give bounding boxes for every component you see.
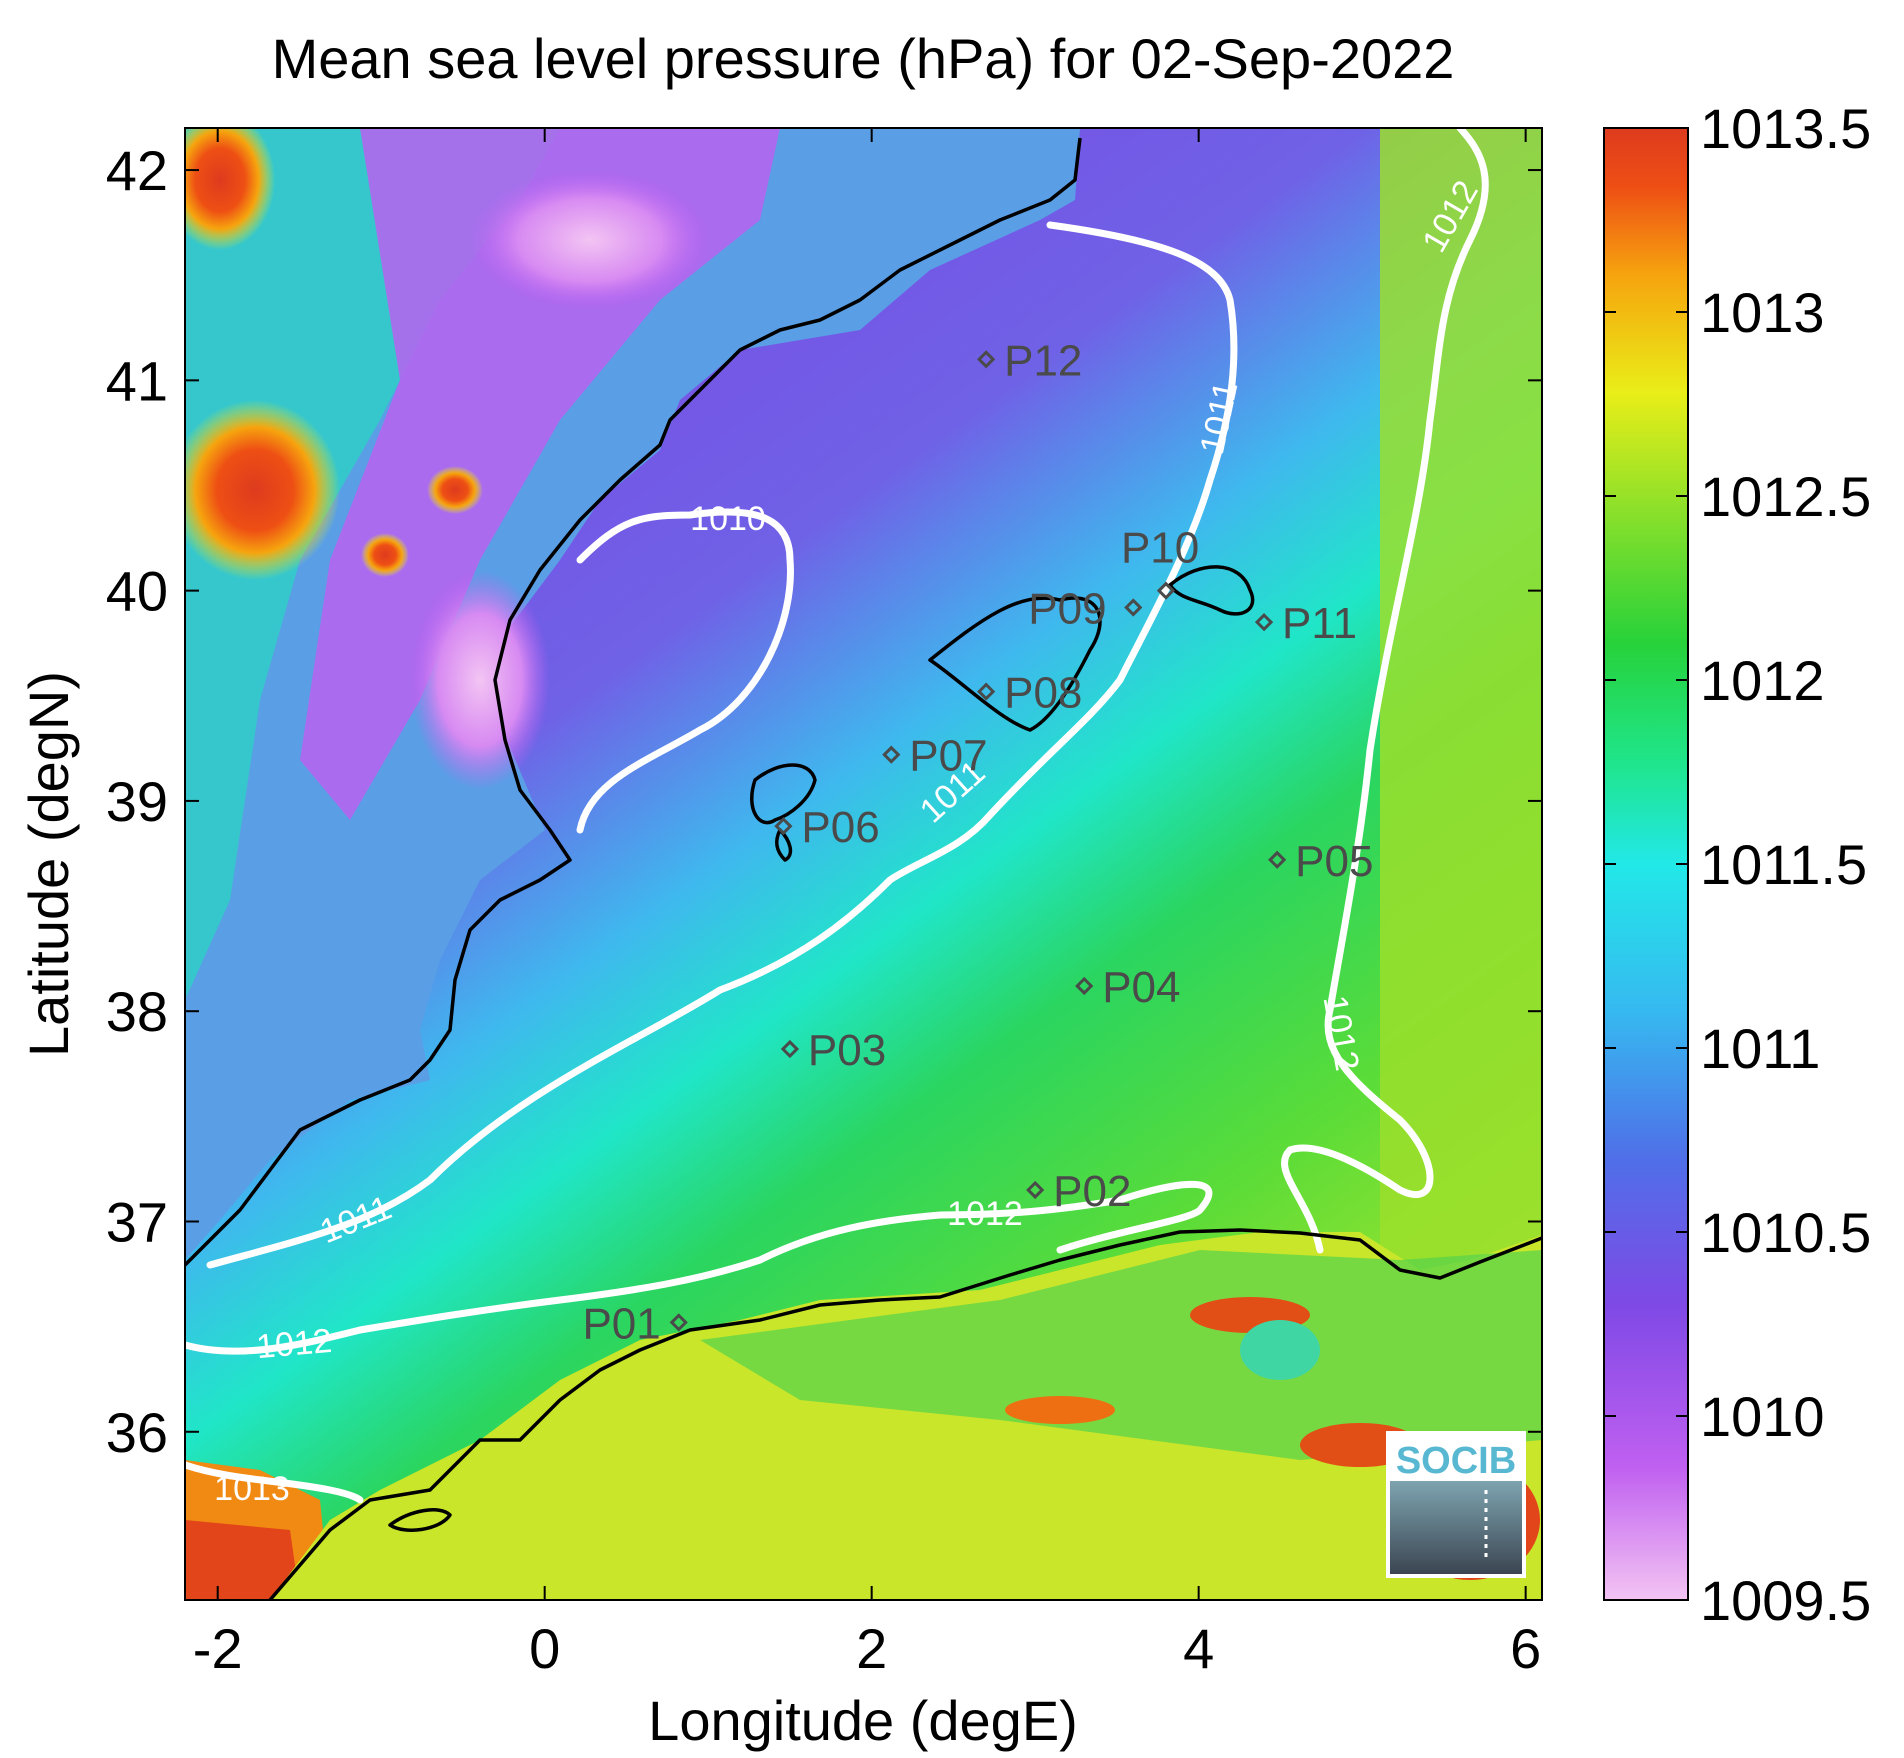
y-tick-label: 42 bbox=[106, 139, 168, 202]
menorca-coastline bbox=[1168, 565, 1255, 616]
logo-header bbox=[1390, 1435, 1522, 1481]
hot-spot-northwest bbox=[185, 128, 275, 250]
y-axis: 36 37 38 39 40 41 42 bbox=[106, 139, 1542, 1464]
colorbar-tick-label: 1011 bbox=[1700, 1017, 1820, 1080]
colorbar-tick-label: 1013 bbox=[1700, 281, 1825, 344]
x-axis: -2 0 2 4 6 bbox=[193, 128, 1541, 1680]
station-label: P07 bbox=[909, 732, 987, 781]
colorbar-tick-label: 1010.5 bbox=[1700, 1201, 1871, 1264]
station-label: P02 bbox=[1053, 1167, 1131, 1216]
station-label: P11 bbox=[1282, 599, 1357, 648]
north-africa-green-band bbox=[700, 1250, 1542, 1460]
x-tick-label: 6 bbox=[1510, 1617, 1541, 1680]
isobar-contours bbox=[185, 128, 1489, 1504]
ibiza-coastline bbox=[750, 763, 817, 825]
plot-frame bbox=[184, 127, 1543, 1601]
pressure-field: 1010 1011 1011 1011 1012 1012 1012 1012 … bbox=[185, 128, 1542, 1600]
colorbar-tick-label: 1012 bbox=[1700, 649, 1825, 712]
station-marker bbox=[1268, 850, 1287, 869]
africa-cool-patch bbox=[1240, 1320, 1320, 1380]
y-tick-label: 39 bbox=[106, 770, 168, 833]
station-label: P03 bbox=[808, 1026, 886, 1075]
station-label: P04 bbox=[1102, 963, 1180, 1012]
station-marker bbox=[1254, 613, 1274, 632]
isobar-1010 bbox=[576, 508, 794, 834]
colorbar-tick-label: 1011.5 bbox=[1700, 833, 1867, 896]
colorbar-tick-label: 1012.5 bbox=[1700, 465, 1871, 528]
southwest-max-area bbox=[185, 1520, 300, 1600]
x-tick-label: -2 bbox=[193, 1617, 243, 1680]
mallorca-coastline bbox=[928, 596, 1102, 732]
logo-text: SOCIB bbox=[1396, 1440, 1516, 1482]
station-label: P01 bbox=[582, 1299, 660, 1348]
north-africa-coastline bbox=[268, 1228, 1542, 1600]
station-marker bbox=[1075, 976, 1094, 996]
iberia-coast-band bbox=[185, 128, 560, 1000]
station-label: P05 bbox=[1295, 837, 1373, 886]
y-tick-label: 37 bbox=[106, 1190, 168, 1253]
colorbar-ticks: 1013.5 1013 1012.5 1012 1011.5 1011 1010.5 1010… bbox=[1604, 97, 1871, 1632]
y-tick-label: 38 bbox=[106, 980, 168, 1043]
contour-label-1010: 1010 bbox=[690, 500, 766, 538]
coastlines bbox=[185, 137, 1542, 1600]
station-marker bbox=[1026, 1180, 1045, 1200]
hot-spot-inland-a bbox=[427, 466, 483, 514]
contour-label-1013: 1013 bbox=[214, 1470, 290, 1508]
africa-hot-patch-c bbox=[1005, 1396, 1115, 1424]
station-marker bbox=[882, 745, 901, 764]
station-marker bbox=[774, 817, 793, 836]
isobar-1013 bbox=[185, 1461, 364, 1504]
chart-title: Mean sea level pressure (hPa) for 02-Sep… bbox=[272, 27, 1455, 90]
station-marker bbox=[976, 682, 996, 701]
iberia-coastline bbox=[185, 137, 1082, 1267]
hot-spot-west bbox=[185, 400, 340, 580]
station-label: P09 bbox=[1028, 584, 1106, 633]
x-axis-label: Longitude (degE) bbox=[648, 1689, 1078, 1752]
y-axis-label: Latitude (degN) bbox=[17, 671, 80, 1057]
colorbar-tick-label: 1013.5 bbox=[1700, 97, 1871, 160]
isobar-1011 bbox=[206, 221, 1238, 1269]
station-label: P08 bbox=[1004, 669, 1082, 718]
colorbar-tick-label: 1009.5 bbox=[1700, 1569, 1871, 1632]
station-marker bbox=[1124, 598, 1143, 617]
pink-low-north bbox=[470, 170, 710, 310]
station-label: P06 bbox=[801, 803, 879, 852]
colorbar-tick-label: 1010 bbox=[1700, 1385, 1825, 1448]
y-tick-label: 41 bbox=[106, 349, 168, 412]
y-tick-label: 40 bbox=[106, 560, 168, 623]
x-tick-label: 0 bbox=[529, 1617, 560, 1680]
pink-low-coast bbox=[410, 570, 550, 790]
station-marker bbox=[780, 1039, 800, 1059]
station-label: P12 bbox=[1004, 336, 1082, 385]
y-tick-label: 36 bbox=[106, 1401, 168, 1464]
hot-spot-inland-b bbox=[361, 533, 409, 577]
contour-label-1012-south: 1012 bbox=[947, 1195, 1023, 1233]
station-marker bbox=[976, 350, 996, 369]
contour-label-1012-southwest: 1012 bbox=[255, 1322, 334, 1366]
colorbar bbox=[1603, 127, 1689, 1601]
isobar-1012-south bbox=[185, 1180, 1213, 1355]
x-tick-label: 4 bbox=[1183, 1617, 1214, 1680]
station-marker bbox=[669, 1313, 688, 1332]
station-marker bbox=[1156, 581, 1176, 600]
formentera-coastline bbox=[774, 828, 793, 862]
x-tick-label: 2 bbox=[856, 1617, 887, 1680]
station-label: P10 bbox=[1121, 524, 1199, 573]
alboran-coastline bbox=[388, 1508, 452, 1532]
isobar-1012-east bbox=[1281, 128, 1489, 1254]
socib-logo: SOCIB bbox=[1386, 1431, 1526, 1578]
stations-layer: P01 P02 P03 P04 P05 P06 P07 P08 P09 P10 P11 P12 bbox=[582, 336, 1373, 1348]
